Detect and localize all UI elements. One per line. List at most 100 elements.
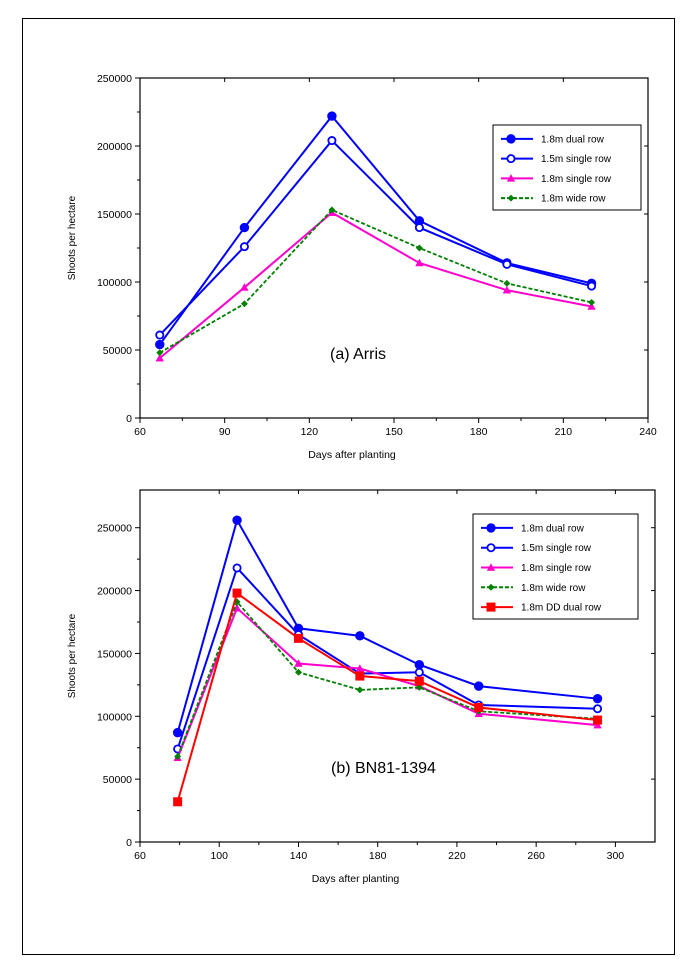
chart-b: 60 100 140 180 220 260 300 0 50000 100000 150000 20…: [67, 489, 656, 885]
data-point: [232, 563, 242, 573]
series-1-8m-single-row: [173, 603, 602, 762]
y-axis-label: Shoots per hectare: [67, 613, 78, 698]
y-tick-label: 50000: [103, 345, 132, 357]
legend-label: 1.8m dual row: [541, 134, 605, 145]
x-axis-label: Days after planting: [308, 449, 396, 461]
data-point: [174, 752, 182, 761]
data-point: [593, 704, 603, 714]
series-line: [159, 139, 592, 336]
x-tick-label: 300: [607, 850, 625, 862]
legend-label: 1.8m dual row: [521, 523, 585, 534]
legend-marker: [506, 154, 516, 164]
legend-label: 1.5m single row: [521, 543, 592, 554]
data-point: [232, 588, 242, 598]
x-tick-label: 180: [470, 426, 488, 438]
legend-marker: [486, 602, 496, 612]
series-1-8m-wide-row: [156, 206, 596, 357]
series-1-8m-dd-dual-row: [173, 588, 603, 807]
x-tick-label: 210: [555, 426, 573, 438]
data-point: [593, 715, 603, 725]
y-tick-label: 150000: [97, 209, 132, 221]
data-point: [414, 676, 424, 686]
legend-label: 1.8m DD dual row: [521, 603, 602, 614]
legend-marker: [486, 563, 496, 571]
data-point: [155, 330, 165, 340]
legend-marker: [506, 174, 516, 182]
series-line: [158, 114, 592, 346]
series-1-5m-single-row: [155, 136, 597, 340]
y-tick-label: 50000: [103, 774, 132, 786]
series-1-8m-dual-row: [172, 515, 603, 738]
data-point: [239, 222, 250, 233]
data-point: [587, 302, 596, 310]
data-point: [173, 797, 183, 807]
data-point: [328, 206, 336, 214]
y-tick-label: 100000: [97, 277, 132, 289]
data-point: [240, 300, 248, 308]
data-point: [588, 298, 596, 306]
data-point: [593, 720, 602, 729]
data-point: [240, 283, 249, 291]
page-frame: [22, 18, 675, 955]
legend-label: 1.8m wide row: [521, 583, 586, 594]
x-tick-label: 220: [448, 850, 466, 862]
x-tick-label: 90: [219, 426, 231, 438]
legend: 1.8m dual row 1.5m single row 1.8m single …: [492, 124, 642, 211]
data-point: [294, 668, 303, 676]
legend-marker: [486, 543, 496, 553]
data-point: [156, 349, 164, 357]
data-point: [232, 515, 242, 525]
chart-a: 60 90 120 150 180 210 240 0 50000 100000 150000 200…: [67, 73, 657, 461]
data-point: [587, 281, 597, 291]
series-line: [159, 211, 592, 359]
series-1-8m-single-row: [155, 208, 596, 362]
x-tick-label: 60: [134, 850, 146, 862]
x-tick-label: 180: [369, 850, 387, 862]
data-point: [239, 242, 249, 252]
legend-label: 1.8m single row: [521, 563, 592, 574]
plot-frame: [139, 489, 656, 843]
data-point: [474, 702, 484, 712]
data-point: [355, 631, 365, 641]
data-point: [327, 136, 337, 146]
data-point: [172, 727, 183, 738]
data-point: [502, 285, 512, 294]
data-point: [356, 686, 364, 694]
x-tick-label: 120: [301, 426, 319, 438]
data-point: [327, 111, 337, 121]
data-point: [155, 339, 165, 350]
data-point: [414, 660, 424, 670]
panel-annotation: (a) Arris: [330, 346, 386, 363]
y-tick-label: 200000: [97, 141, 132, 153]
y-tick-label: 200000: [97, 586, 132, 598]
data-point: [502, 259, 512, 269]
data-point: [293, 633, 303, 643]
y-tick-label: 0: [126, 837, 132, 849]
x-tick-label: 60: [134, 426, 146, 438]
series-line: [159, 208, 592, 354]
data-point: [294, 659, 303, 667]
data-point: [355, 671, 365, 681]
x-tick-label: 140: [290, 850, 308, 862]
x-tick-label: 240: [639, 426, 657, 438]
data-point: [503, 279, 511, 287]
y-tick-label: 0: [126, 413, 132, 425]
x-axis-label: Days after planting: [312, 873, 400, 885]
series-line: [176, 606, 598, 759]
y-tick-label: 150000: [97, 648, 132, 660]
y-tick-label: 250000: [97, 73, 132, 85]
legend-marker: [486, 523, 496, 533]
data-point: [414, 223, 424, 233]
legend-marker: [507, 194, 515, 202]
legend: 1.8m dual row 1.5m single row 1.8m single …: [472, 513, 639, 620]
data-point: [592, 693, 603, 704]
legend-marker: [506, 134, 516, 144]
y-tick-label: 250000: [97, 523, 132, 535]
series-1-8m-dual-row: [155, 111, 597, 350]
legend-marker: [487, 583, 495, 591]
x-tick-label: 100: [210, 850, 228, 862]
data-point: [415, 683, 423, 691]
data-point: [415, 258, 424, 267]
legend-label: 1.8m wide row: [541, 194, 606, 205]
